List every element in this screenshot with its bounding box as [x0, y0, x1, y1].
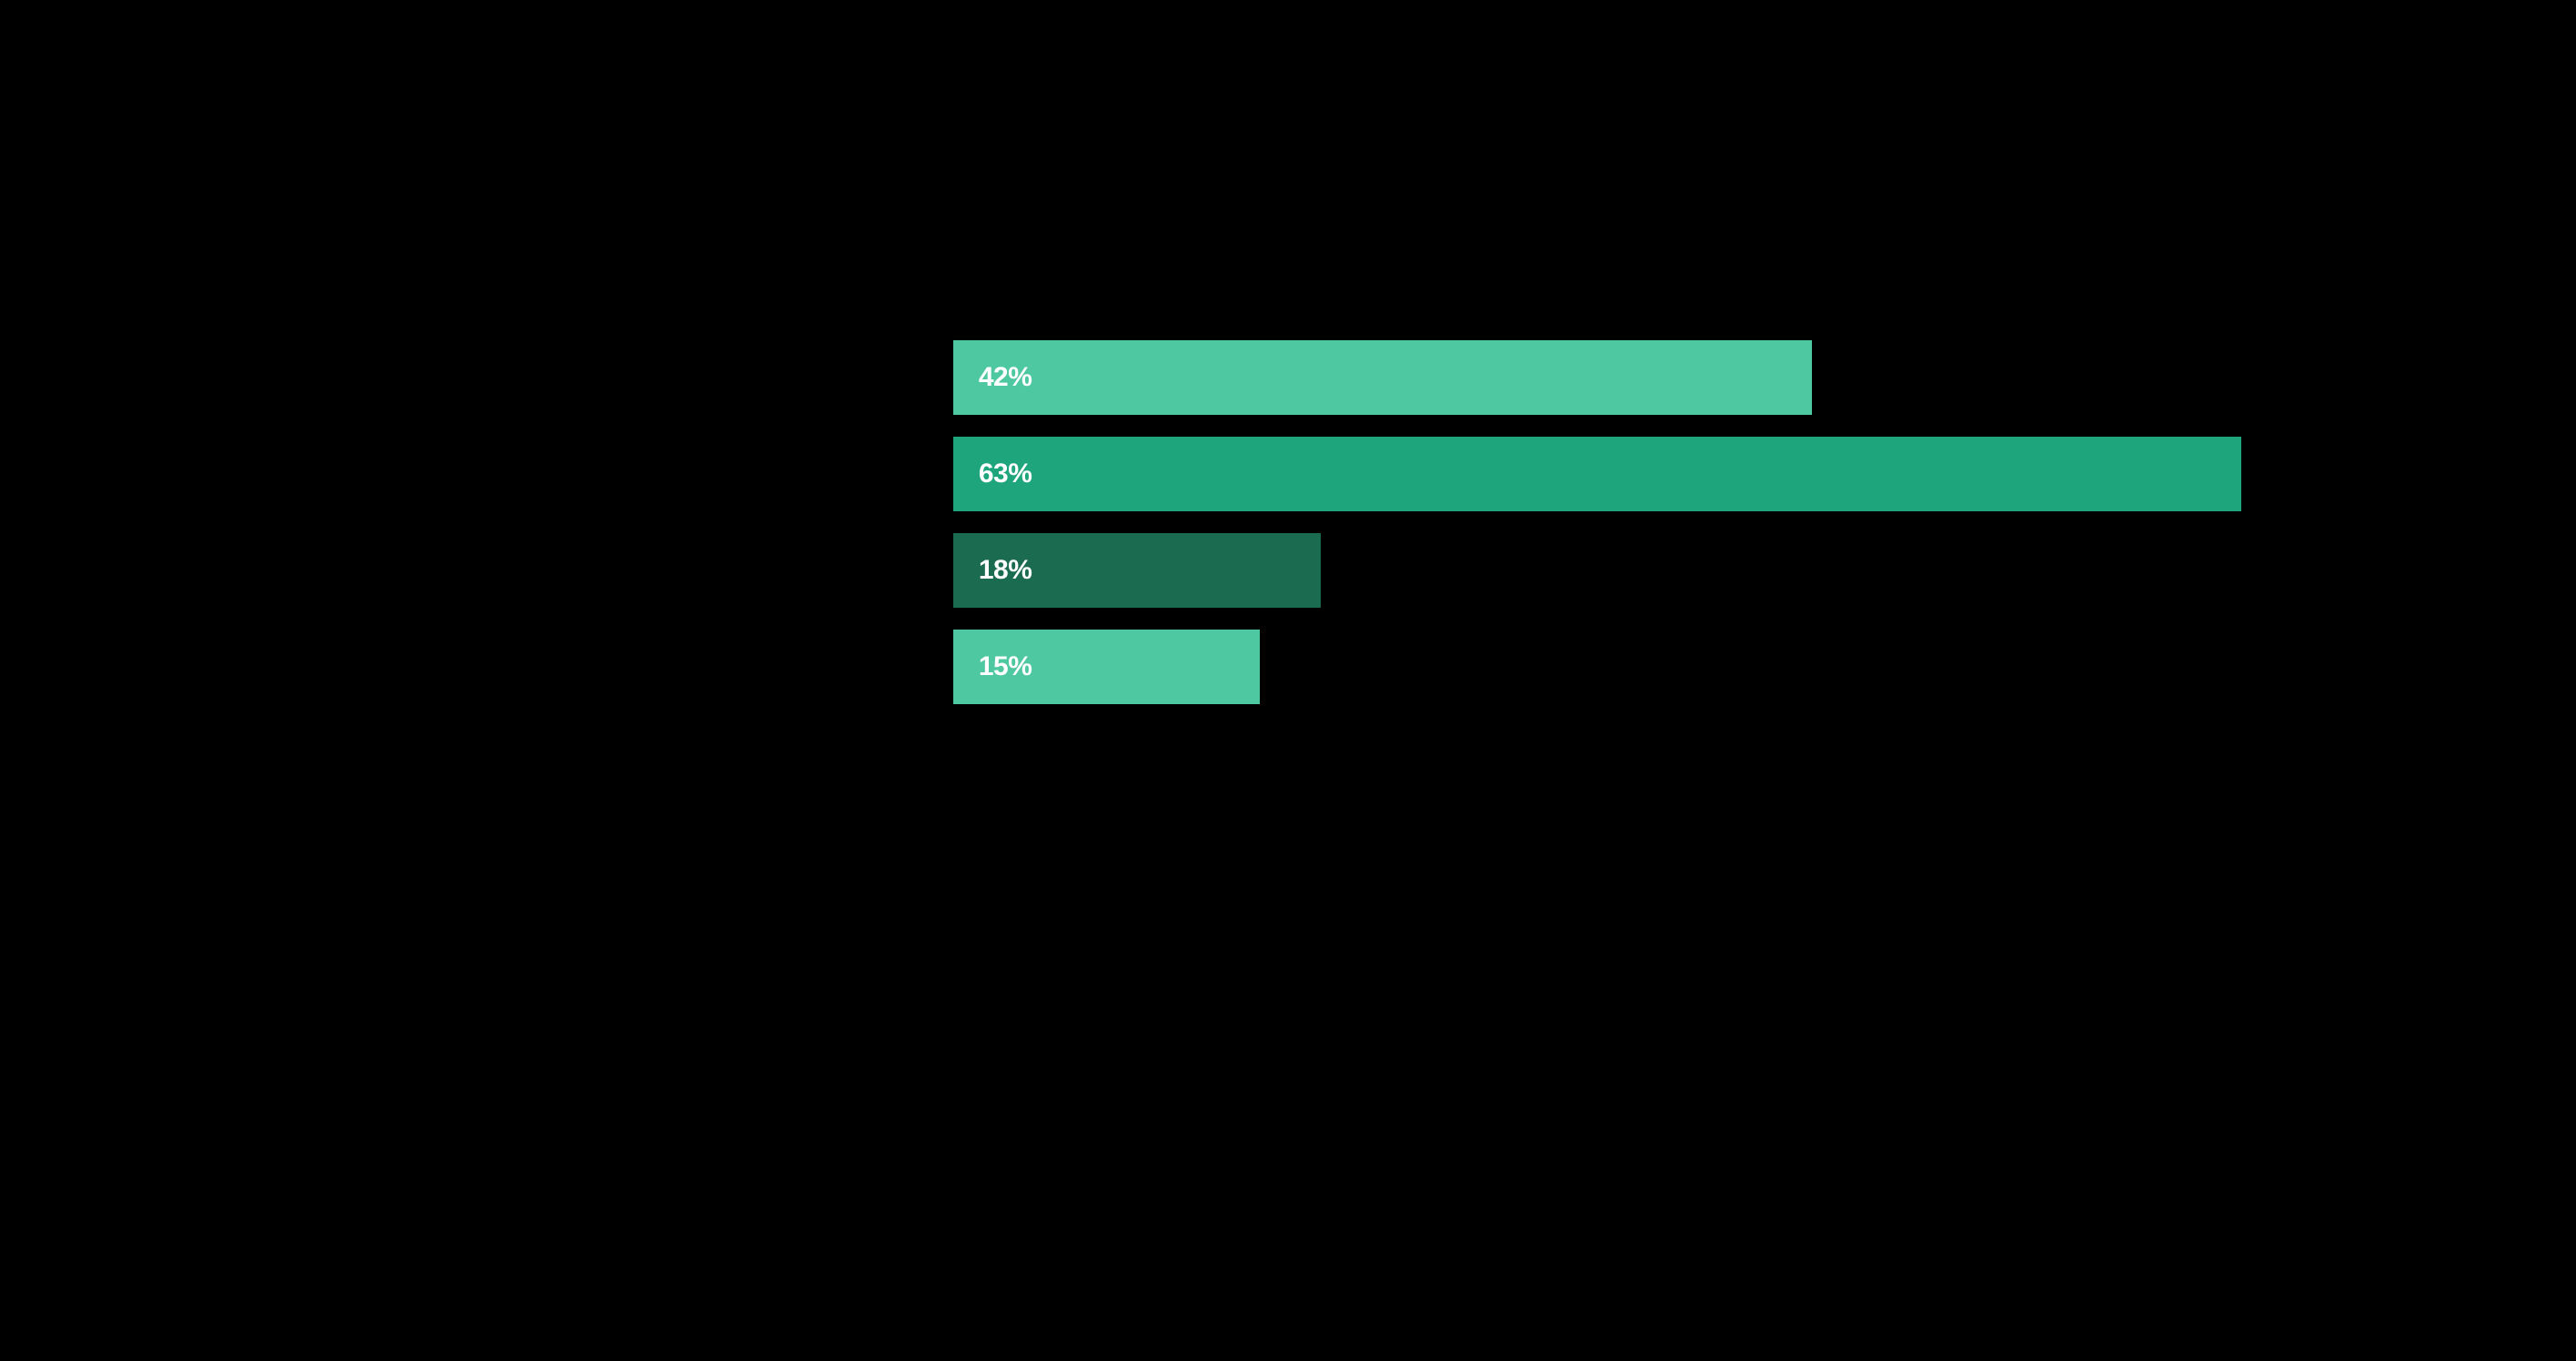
bar-row: 18% [953, 533, 2241, 608]
bar-2: 18% [953, 533, 1322, 608]
bar-label: 18% [979, 555, 1032, 586]
bar-0: 42% [953, 340, 1812, 415]
bar-chart: 42% 63% 18% 15% [953, 340, 2241, 726]
bar-label: 63% [979, 459, 1032, 489]
bar-row: 42% [953, 340, 2241, 415]
bar-3: 15% [953, 630, 1260, 704]
bar-1: 63% [953, 437, 2241, 511]
bar-label: 42% [979, 362, 1032, 393]
bar-row: 63% [953, 437, 2241, 511]
bar-row: 15% [953, 630, 2241, 704]
bar-label: 15% [979, 651, 1032, 682]
